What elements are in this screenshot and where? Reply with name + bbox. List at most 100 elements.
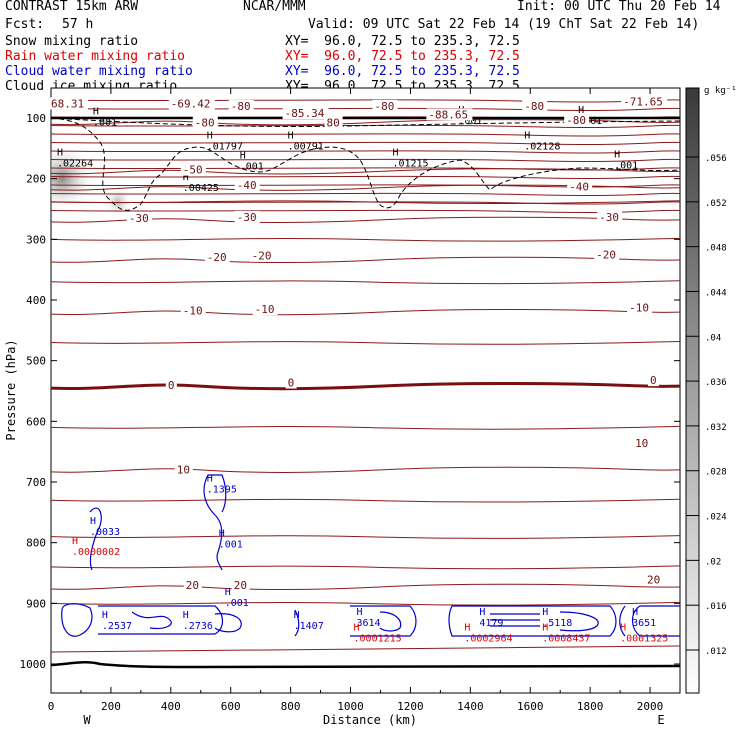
surface-pressure-line (50, 661, 681, 669)
maximum-marker: H (102, 610, 108, 621)
maximum-marker: H (219, 529, 225, 540)
x-tick-label: 400 (161, 700, 181, 713)
isotherm-label-bg (597, 210, 623, 223)
maximum-value: .001 (458, 116, 482, 127)
forecast-label: Fcst: (5, 17, 45, 32)
isotherm-label: -20 (596, 249, 616, 262)
maximum-marker: H (542, 623, 548, 634)
y-tick-label: 300 (26, 233, 46, 246)
isotherm-label: -85.34 (285, 107, 325, 120)
east-label: E (657, 713, 664, 727)
isotherm-line (51, 119, 680, 126)
isotherm-label-bg (231, 579, 250, 592)
maximum-value: .2736 (183, 621, 213, 632)
cloud-ice-contour (51, 117, 680, 211)
isotherm-label: 20 (234, 579, 247, 592)
isotherm-label-bg (234, 178, 260, 191)
isotherm-label: -30 (599, 211, 619, 224)
isotherm-label-bg (285, 376, 297, 389)
maxima-label-group: H.001H.01797H.00791H.001H.01215H.001H.02… (57, 105, 668, 644)
isotherm-label: -30 (237, 211, 257, 224)
y-tick-label: 600 (26, 415, 46, 428)
maximum-marker: H (183, 172, 189, 183)
isotherm-label-bg (174, 463, 193, 476)
isotherm-line (51, 200, 680, 205)
maximum-value: .001 (225, 598, 249, 609)
near-surface-isotherm (50, 645, 681, 653)
x-tick-label: 600 (221, 700, 241, 713)
isotherm-line (51, 309, 680, 316)
cloud-water-contour (203, 474, 223, 571)
organization-label: NCAR/MMM (243, 0, 306, 14)
colorbar-label: .016 (705, 602, 727, 612)
isotherm-line (51, 167, 680, 171)
maximum-marker: H (240, 151, 246, 162)
maximum-value: .01797 (207, 142, 243, 153)
maximum-marker: H (93, 106, 99, 117)
y-tick-label: 400 (26, 294, 46, 307)
maximum-value: 3614 (357, 618, 381, 629)
colorbar-label: .052 (705, 199, 727, 209)
field-xy-rain: XY= 96.0, 72.5 to 235.3, 72.5 (285, 49, 520, 64)
init-time: Init: 00 UTC Thu 20 Feb 14 (517, 0, 721, 14)
maximum-value: .0002964 (464, 634, 512, 645)
isotherm-label: 0 (650, 374, 657, 387)
maximum-marker: H (207, 131, 213, 142)
isotherm-label: -69.42 (171, 97, 211, 110)
isotherm-line (51, 601, 680, 606)
cloud-water-contour (490, 613, 540, 627)
cloud-water-contour (98, 605, 224, 635)
isotherm-line (51, 158, 680, 162)
isotherm-line (51, 209, 680, 213)
y-axis-title: Pressure (hPa) (4, 339, 18, 440)
x-tick-label: 1600 (517, 700, 544, 713)
isotherm-label: -20 (207, 251, 227, 264)
isotherm-line (51, 535, 680, 539)
maximum-marker: H (632, 607, 638, 618)
isotherm-line (51, 583, 680, 591)
isotherm-label-bg (252, 303, 278, 316)
isotherm-label-group: 68.31 -69.42 -80 -80 -80 -71.65 -85.34 -88.65 -8… (49, 95, 668, 592)
colorbar-label: .032 (705, 423, 727, 433)
y-tick-label: 1000 (20, 658, 47, 671)
maximum-value: .001 (219, 540, 243, 551)
isotherm-label-bg (324, 116, 343, 129)
isotherm-label: -40 (237, 179, 257, 192)
maximum-value: .0033 (90, 527, 120, 538)
isotherm-label: 10 (177, 463, 190, 476)
cloud-water-contour (294, 609, 300, 637)
colorbar-label: .056 (705, 154, 727, 164)
maximum-marker: H (57, 148, 63, 159)
isotherm-label-bg (621, 95, 668, 108)
colorbar-label: .024 (705, 513, 727, 523)
isotherm-label: -80 (566, 114, 586, 127)
maximum-marker: H (72, 536, 78, 547)
cloud-water-contour (61, 603, 93, 637)
isotherm-line (51, 498, 680, 503)
maximum-value: .1395 (207, 484, 237, 495)
isotherm-line (51, 565, 680, 570)
maximum-marker: H (225, 587, 231, 598)
cloud-water-contour (448, 605, 617, 637)
freezing-level-line (51, 382, 680, 391)
maximum-marker: H (357, 607, 363, 618)
isotherm-label-bg (168, 97, 215, 110)
isotherm-label: -10 (255, 303, 275, 316)
isotherm-label-bg (648, 374, 660, 387)
isotherm-line (51, 124, 680, 128)
maximum-marker: H (354, 623, 360, 634)
x-tick-label: 0 (48, 700, 55, 713)
cloud-water-contour (619, 605, 680, 637)
isotherm-label-bg (645, 573, 664, 586)
cloud-water-contour (208, 474, 227, 513)
cloud-water-group (61, 474, 680, 637)
isotherm-label-bg (282, 107, 329, 120)
isotherm-label-bg (372, 99, 398, 112)
isotherm-label: -30 (129, 212, 149, 225)
isotherm-line (51, 133, 680, 137)
isotherm-label-bg (165, 378, 177, 391)
cloud-water-contour (559, 611, 599, 632)
maximum-value: .0001325 (620, 634, 668, 645)
maximum-marker: H (524, 131, 530, 142)
